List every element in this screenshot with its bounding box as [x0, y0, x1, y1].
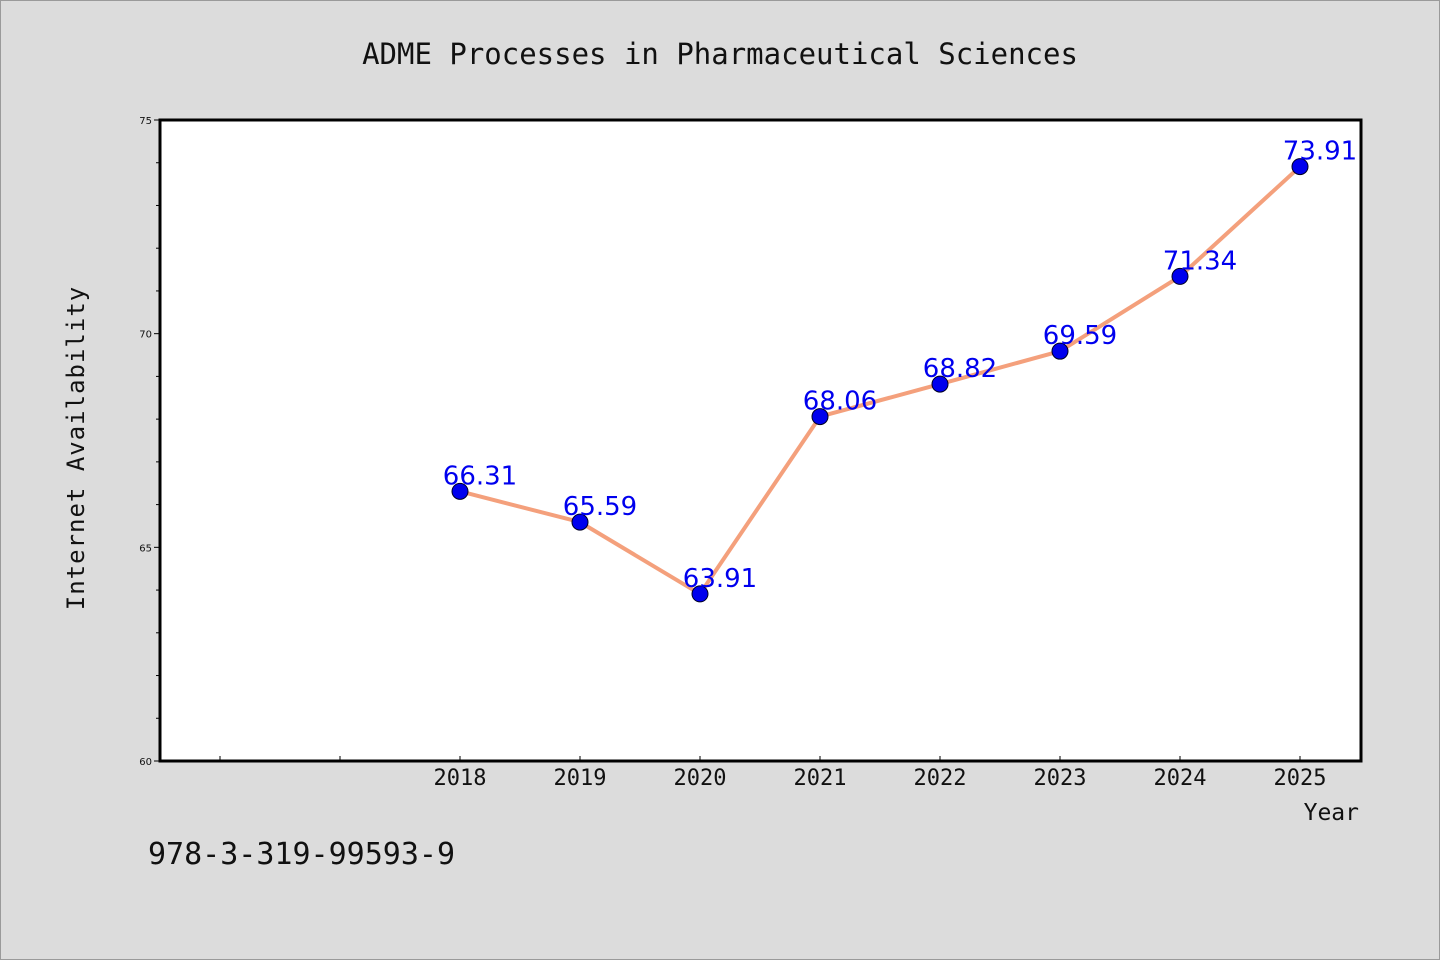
data-labels: 66.31 65.59 63.91 68.06 68.82 69.59 71.34 73.91: [443, 137, 1357, 594]
x-tick-label: 2024: [1154, 766, 1207, 791]
series-markers: [451, 158, 1309, 603]
chart-title: ADME Processes in Pharmaceutical Science…: [362, 37, 1078, 71]
x-tick-label: 2023: [1034, 766, 1087, 791]
data-point: [1051, 342, 1069, 360]
x-tick-label: 2021: [794, 766, 847, 791]
series-line: [458, 164, 1302, 596]
data-label: 65.59: [563, 492, 637, 522]
x-tick-label: 2022: [914, 766, 967, 791]
y-tick-label: 65: [139, 543, 152, 554]
x-tick-label: 2025: [1274, 766, 1327, 791]
y-tick-label: 75: [139, 116, 152, 127]
data-label: 71.34: [1163, 246, 1237, 276]
x-tick-label: 2019: [554, 766, 607, 791]
y-tick-label: 60: [139, 757, 152, 768]
data-label: 68.82: [923, 354, 997, 384]
x-axis: 2018 2019 2020 2021 2022 2023 2024 2025: [219, 756, 1327, 791]
data-label: 66.31: [443, 461, 517, 491]
data-point: [691, 585, 709, 603]
plot-area: [158, 118, 1363, 763]
data-label: 69.59: [1043, 321, 1117, 351]
y-axis-label: Internet Availability: [62, 286, 90, 610]
x-axis-label: Year: [1304, 800, 1359, 826]
data-label: 73.91: [1283, 137, 1357, 167]
x-tick-label: 2018: [434, 766, 487, 791]
data-point: [811, 408, 829, 426]
data-point: [1171, 267, 1189, 285]
data-point: [1291, 158, 1309, 176]
y-axis: 60 65 70 75: [139, 116, 160, 768]
isbn-annotation: 978-3-319-99593-9: [148, 837, 455, 872]
y-tick-label: 70: [139, 330, 152, 341]
data-point: [931, 375, 949, 393]
data-point: [451, 482, 469, 500]
data-label: 63.91: [683, 564, 757, 594]
x-tick-label: 2020: [674, 766, 727, 791]
data-label: 68.06: [803, 387, 877, 417]
data-point: [571, 513, 589, 531]
